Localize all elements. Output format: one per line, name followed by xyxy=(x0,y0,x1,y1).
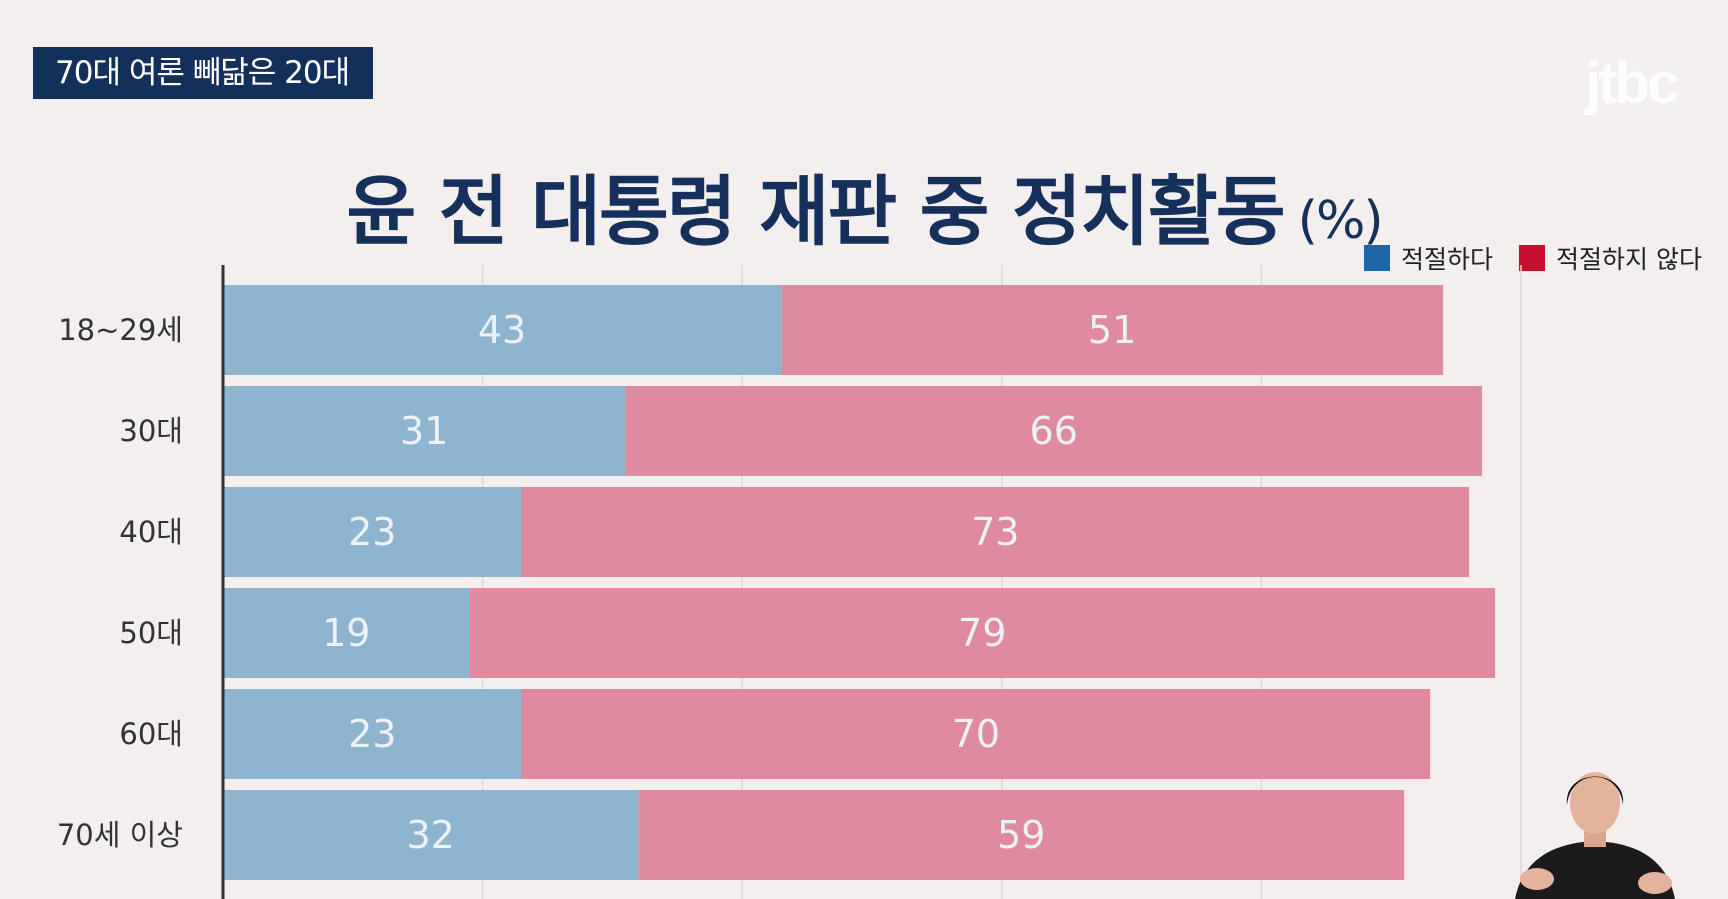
category-label: 40대 xyxy=(119,515,183,549)
category-label: 70세 이상 xyxy=(57,818,183,852)
bar-value-label: 32 xyxy=(407,813,455,857)
caption-text: 70대 여론 빼닮은 20대 xyxy=(55,55,350,91)
chart-legend: 적절하다 적절하지 않다 xyxy=(1338,240,1702,276)
bar-segment xyxy=(223,689,522,779)
legend-label-appropriate: 적절하다 xyxy=(1401,245,1494,274)
jtbc-logo: jtbc xyxy=(1585,51,1679,116)
bar-segment xyxy=(223,285,782,375)
bar-value-label: 23 xyxy=(348,510,396,554)
legend-item-appropriate: 적절하다 xyxy=(1364,240,1493,276)
bar-segment xyxy=(223,487,522,577)
bar-segment xyxy=(223,790,639,880)
legend-swatch-inappropriate xyxy=(1519,245,1546,271)
bar-segment xyxy=(521,689,1431,779)
bar-segment xyxy=(223,588,470,678)
bar-value-label: 70 xyxy=(952,712,1000,756)
bar-value-label: 43 xyxy=(478,308,526,352)
bar-value-label: 31 xyxy=(400,409,448,453)
category-label: 60대 xyxy=(119,717,183,751)
bar-value-label: 79 xyxy=(958,611,1006,655)
chart-unit: (%) xyxy=(1297,191,1384,251)
sign-language-interpreter xyxy=(1515,772,1675,899)
bar-value-label: 19 xyxy=(322,611,370,655)
chart-title-text: 윤 전 대통령 재판 중 정치활동 xyxy=(346,167,1285,256)
bar-segment xyxy=(781,285,1444,375)
chart-title: 윤 전 대통령 재판 중 정치활동 (%) xyxy=(0,150,1728,260)
bar-segment xyxy=(469,588,1496,678)
legend-label-inappropriate: 적절하지 않다 xyxy=(1556,245,1702,274)
category-label: 18~29세 xyxy=(58,313,183,347)
bar-value-label: 66 xyxy=(1030,409,1078,453)
legend-item-inappropriate: 적절하지 않다 xyxy=(1519,240,1702,276)
bar-segment xyxy=(625,386,1483,476)
category-label: 50대 xyxy=(119,616,183,650)
legend-swatch-appropriate xyxy=(1364,245,1391,271)
bar-segment xyxy=(521,487,1470,577)
bar-value-label: 23 xyxy=(348,712,396,756)
bar-value-label: 59 xyxy=(997,813,1045,857)
bar-value-label: 51 xyxy=(1088,308,1136,352)
bar-segment xyxy=(638,790,1405,880)
caption-banner: 70대 여론 빼닮은 20대 xyxy=(33,47,373,99)
bar-segment xyxy=(223,386,626,476)
category-label: 30대 xyxy=(119,414,183,448)
bar-value-label: 73 xyxy=(971,510,1019,554)
